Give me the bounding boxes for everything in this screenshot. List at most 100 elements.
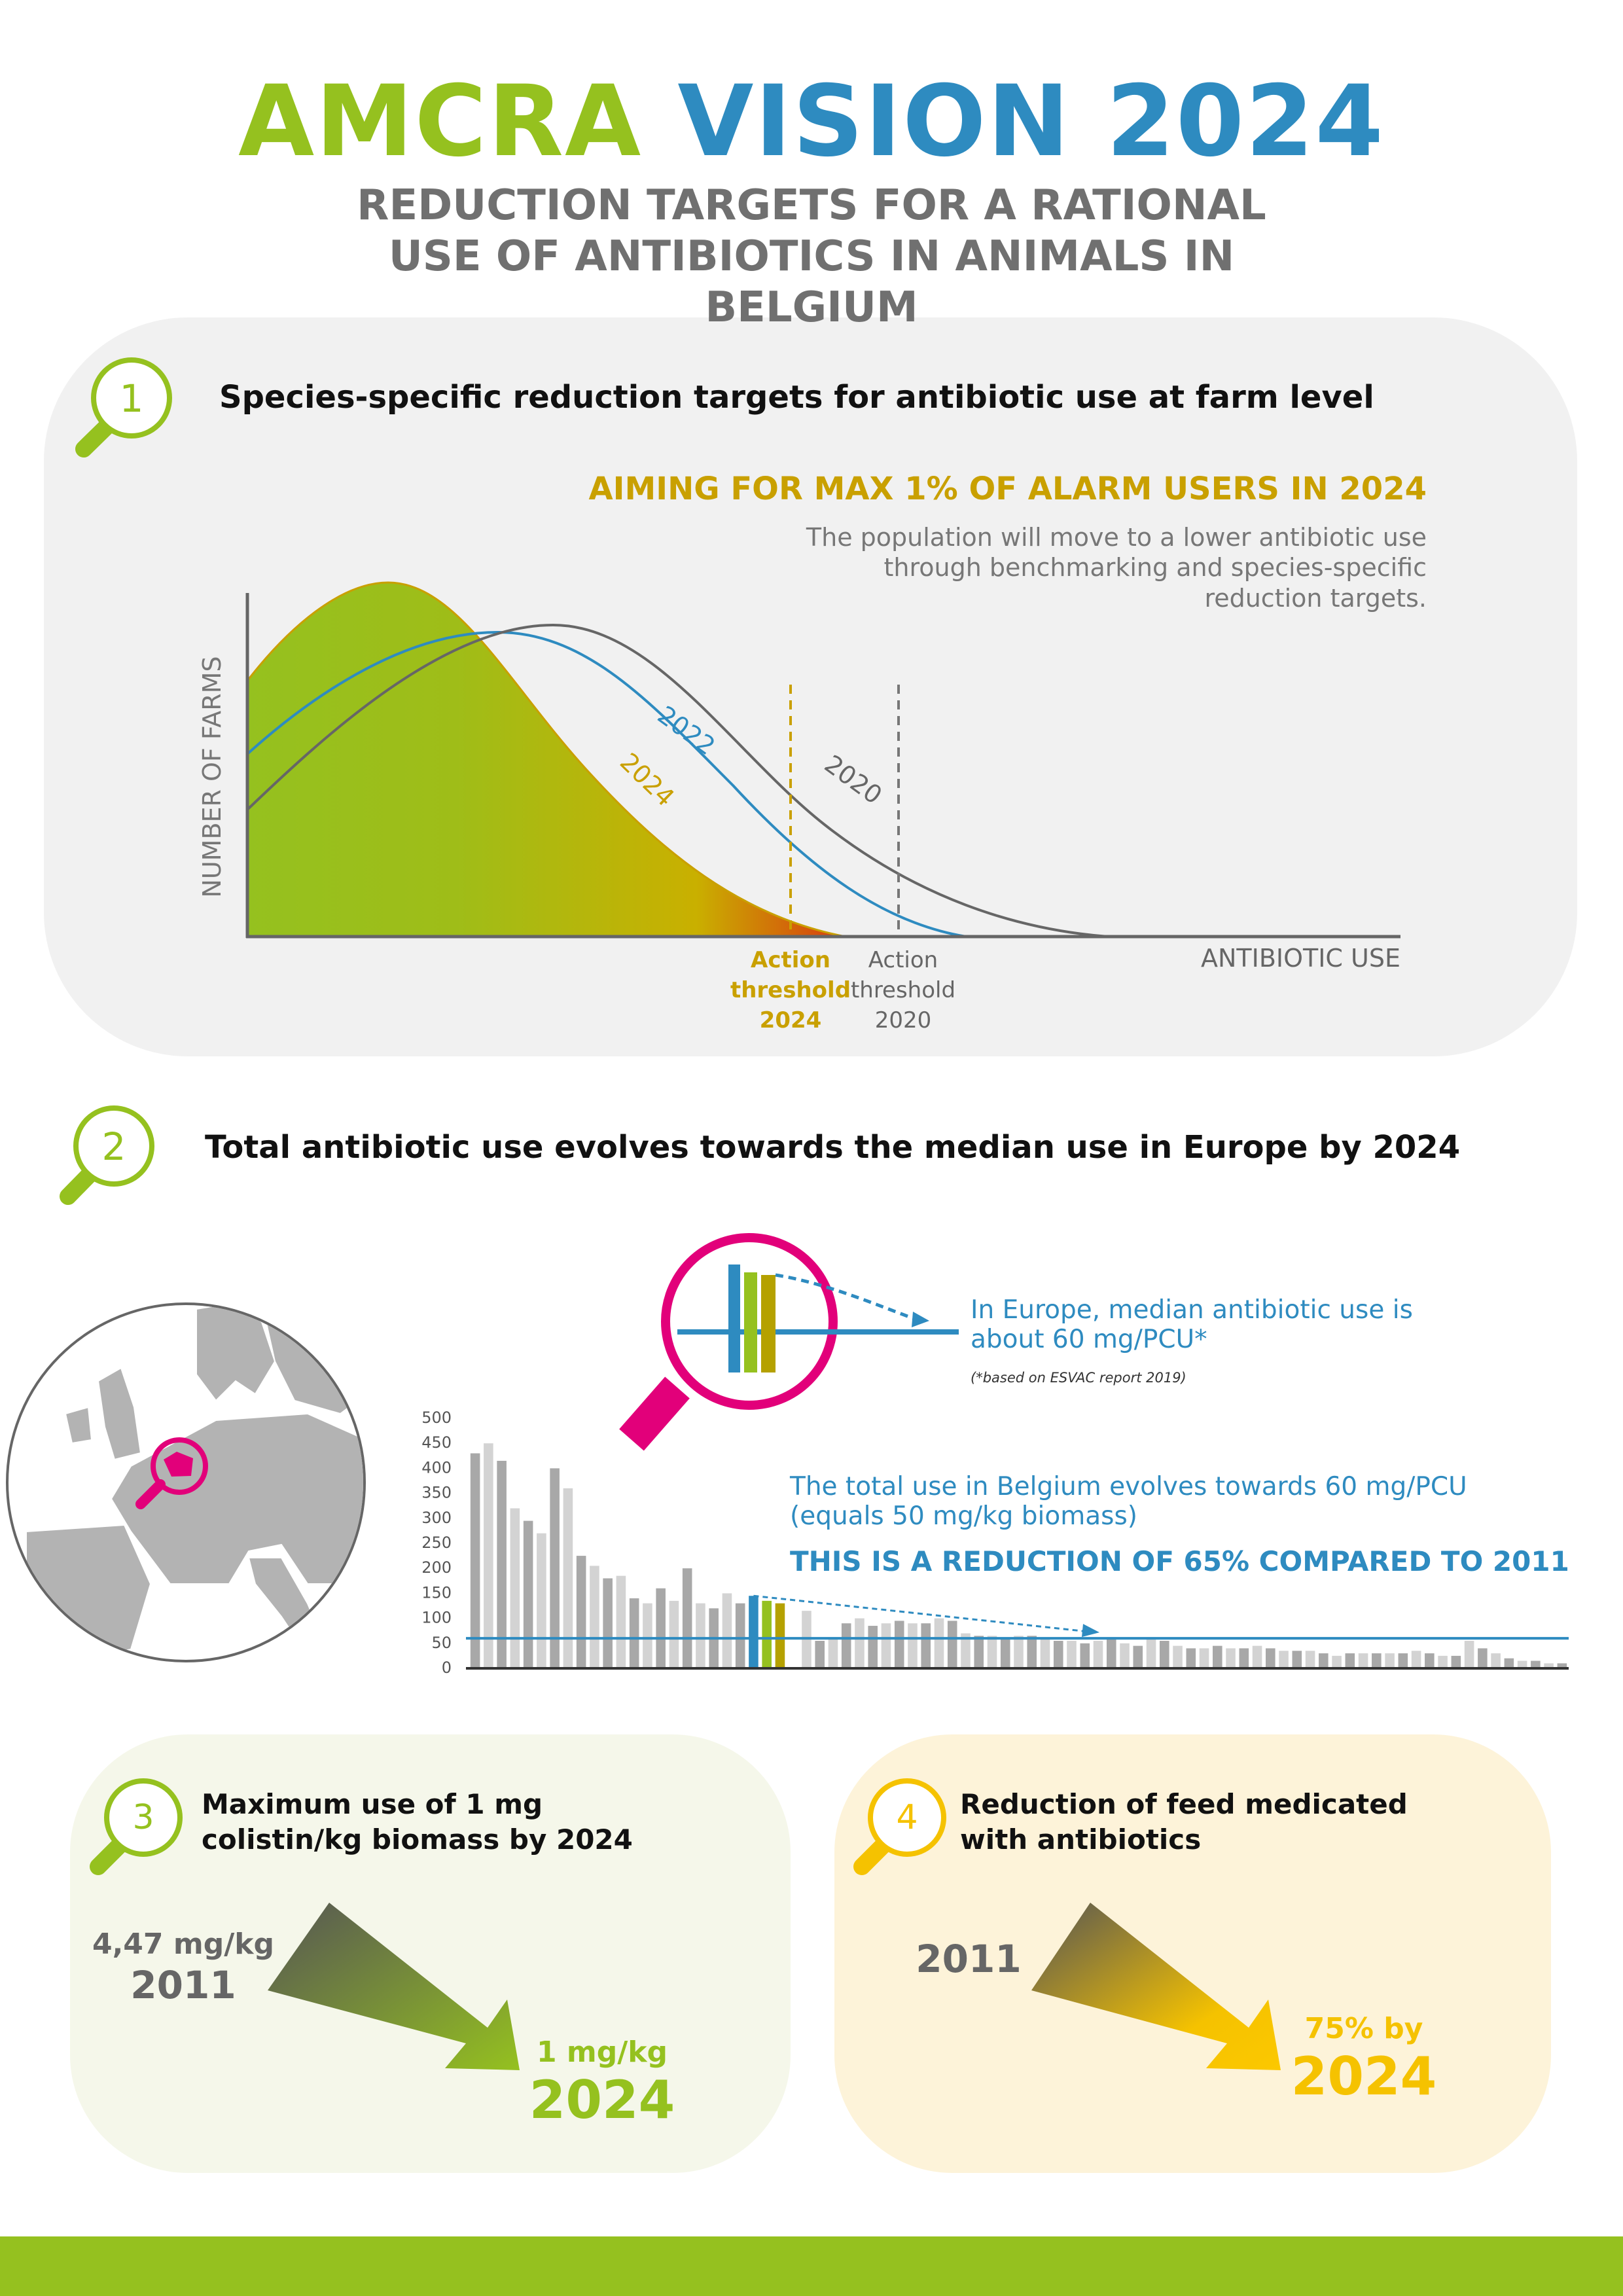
threshold-label: Action threshold 2024 (730, 947, 851, 1033)
bar (722, 1593, 732, 1668)
curve-2022 (246, 630, 967, 938)
bar (1146, 1638, 1156, 1668)
bar (470, 1453, 480, 1668)
bar (1133, 1645, 1143, 1668)
curve-2024 (246, 581, 846, 938)
icon (60, 1105, 154, 1205)
y-tick-label: 200 (421, 1558, 452, 1577)
y-tick-label: 500 (421, 1408, 452, 1427)
bar (1093, 1640, 1103, 1668)
title-part: VISION 2024 (677, 65, 1385, 179)
bar (510, 1508, 520, 1668)
bar (1319, 1653, 1329, 1668)
bar (1080, 1643, 1090, 1668)
bar (1186, 1648, 1196, 1668)
section-heading: Species-specific reduction targets for a… (219, 379, 1374, 416)
bar (1398, 1653, 1408, 1668)
bar (537, 1533, 546, 1668)
bar (1027, 1636, 1037, 1668)
bar (1372, 1653, 1382, 1668)
y-tick-label: 450 (421, 1433, 452, 1452)
bar (1239, 1648, 1249, 1668)
start-year: 2011 (130, 1963, 236, 2007)
section-number: 4 (896, 1798, 918, 1837)
threshold-label: Action threshold 2020 (850, 947, 956, 1033)
footer-bar (0, 2236, 1623, 2296)
bar (1438, 1655, 1448, 1668)
section-heading: Maximum use of 1 mg colistin/kg biomass … (202, 1788, 633, 1856)
y-tick-label: 150 (421, 1583, 452, 1602)
bar (696, 1603, 705, 1668)
bar (868, 1626, 878, 1668)
y-tick-label: 50 (431, 1634, 452, 1652)
europe-note: In Europe, median antibiotic use is abou… (971, 1295, 1413, 1354)
aim: AIMING FOR MAX 1% OF ALARM USERS IN 2024 (588, 471, 1427, 507)
bar (1000, 1638, 1010, 1668)
bar (1159, 1640, 1169, 1668)
bar (497, 1460, 507, 1668)
icon (75, 357, 172, 457)
bar (1279, 1651, 1289, 1668)
bar (1014, 1636, 1024, 1668)
bar (1478, 1648, 1488, 1668)
bar (762, 1600, 772, 1668)
section-number: 1 (119, 376, 144, 421)
trend-arrow (753, 1594, 1090, 1633)
bar (1425, 1653, 1435, 1668)
bar (563, 1488, 573, 1668)
section-number: 3 (132, 1798, 154, 1837)
end-value: 1 mg/kg (536, 2036, 668, 2069)
bar (656, 1588, 666, 1668)
bar (908, 1623, 918, 1668)
y-tick-label: 100 (421, 1609, 452, 1627)
y-tick-label: 400 (421, 1458, 452, 1477)
bar (1292, 1651, 1302, 1668)
bar (974, 1636, 984, 1668)
description: The population will move to a lower anti… (806, 523, 1427, 613)
bar (841, 1623, 851, 1668)
panel (70, 1734, 791, 2173)
bar (749, 1596, 758, 1668)
bar (1332, 1655, 1342, 1668)
bar (1451, 1655, 1461, 1668)
bar (484, 1443, 493, 1668)
arrow-head (1082, 1624, 1099, 1638)
panel (834, 1734, 1551, 2173)
bar (629, 1598, 639, 1668)
bar (1544, 1663, 1554, 1668)
arrow (268, 1903, 520, 2070)
bar (1120, 1643, 1130, 1668)
x-axis-label: ANTIBIOTIC USE (1200, 944, 1400, 973)
bar (987, 1636, 997, 1668)
icon (90, 1778, 183, 1875)
bar (1106, 1638, 1116, 1668)
y-tick-label: 350 (421, 1484, 452, 1502)
bar (1067, 1640, 1077, 1668)
y-tick-label: 250 (421, 1534, 452, 1552)
bar (881, 1623, 891, 1668)
section-heading: Total antibiotic use evolves towards the… (205, 1129, 1461, 1166)
bar (1266, 1648, 1275, 1668)
bar (669, 1600, 679, 1668)
bar (603, 1578, 613, 1668)
curve-2020 (246, 623, 1109, 938)
bar (1358, 1653, 1368, 1668)
bar (616, 1575, 626, 1668)
bar (815, 1640, 825, 1668)
bar (855, 1618, 865, 1668)
bar (1491, 1653, 1501, 1668)
bar (934, 1618, 944, 1668)
bar (1557, 1663, 1567, 1668)
section-heading: Reduction of feed medicated with antibio… (960, 1788, 1408, 1856)
bar (1053, 1640, 1063, 1668)
bar (894, 1621, 904, 1668)
bar (961, 1633, 971, 1668)
bar (828, 1638, 838, 1668)
bar (523, 1520, 533, 1668)
arrow (1031, 1903, 1281, 2070)
section-number: 2 (101, 1124, 126, 1169)
bar (1411, 1651, 1421, 1668)
magnifier (619, 1233, 959, 1451)
